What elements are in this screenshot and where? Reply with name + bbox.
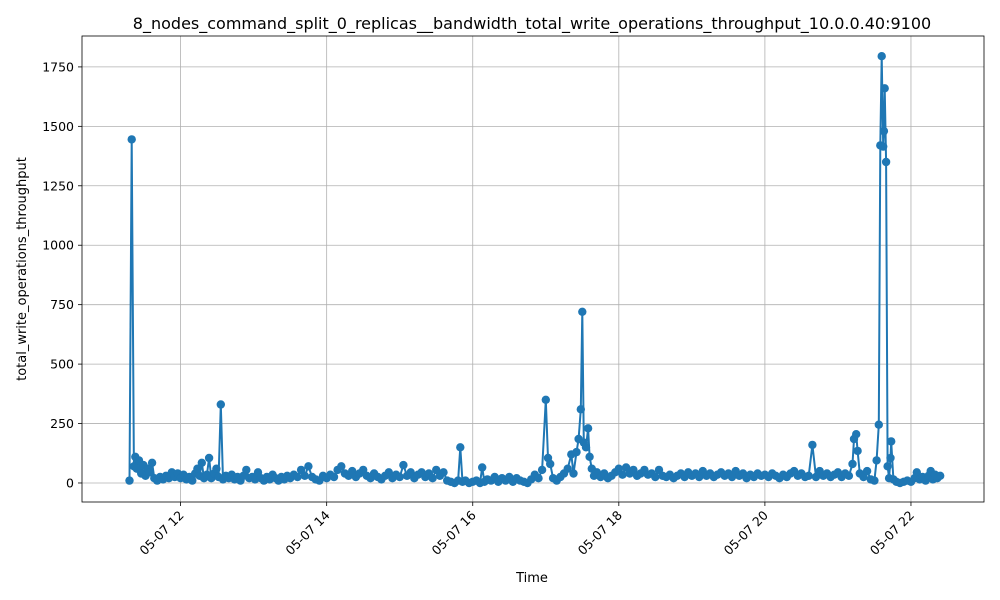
data-point (572, 447, 581, 457)
x-tick-label: 05-07 18 (575, 507, 625, 557)
data-point (585, 452, 594, 461)
y-tick-label: 1250 (42, 178, 74, 193)
data-point (808, 440, 817, 450)
data-point (848, 459, 857, 469)
x-tick-label: 05-07 16 (429, 507, 479, 557)
x-tick-label: 05-07 20 (721, 507, 771, 557)
x-tick-label: 05-07 14 (282, 507, 332, 557)
data-point (395, 472, 404, 482)
data-point (304, 462, 313, 471)
plot-area (125, 52, 945, 488)
data-point (428, 474, 437, 483)
y-tick-label: 0 (66, 475, 74, 490)
x-axis-ticks: 05-07 12 05-07 14 05-07 16 05-07 18 05-07 20… (136, 502, 917, 558)
data-point (145, 468, 155, 477)
data-point (651, 472, 660, 482)
data-point (862, 466, 872, 476)
data-point (870, 476, 879, 485)
data-point (439, 468, 448, 477)
data-point (300, 471, 309, 480)
data-point (563, 464, 572, 473)
data-point (329, 472, 339, 482)
data-point (127, 135, 136, 144)
data-point (614, 464, 623, 473)
data-point (912, 468, 921, 477)
y-tick-label: 750 (50, 297, 74, 312)
data-point (844, 471, 854, 480)
data-point (537, 465, 547, 475)
data-point (883, 462, 892, 471)
x-axis-label: Time (515, 571, 548, 586)
x-tick-label: 05-07 22 (867, 508, 917, 558)
data-point (936, 471, 945, 480)
data-point (456, 443, 465, 452)
data-point (197, 458, 206, 467)
data-point (188, 476, 197, 485)
y-axis-label: total_write_operations_throughput (15, 157, 30, 381)
data-point (534, 474, 543, 483)
axes-frame (81, 35, 985, 503)
data-point (569, 469, 578, 478)
data-point (880, 84, 889, 93)
data-point (212, 464, 221, 473)
data-point (147, 458, 157, 467)
data-point (852, 430, 861, 439)
data-point (541, 395, 550, 404)
data-point (879, 142, 888, 151)
chart-title: 8_nodes_command_split_0_replicas__bandwi… (133, 14, 931, 34)
series-line (128, 55, 941, 484)
data-point (877, 52, 886, 61)
data-point (478, 463, 487, 472)
data-point (546, 459, 555, 469)
data-point (293, 472, 302, 482)
data-point (621, 463, 631, 472)
data-point (399, 460, 408, 470)
y-tick-label: 1000 (42, 238, 74, 253)
data-point (872, 456, 881, 465)
data-point (578, 307, 587, 316)
data-point (879, 126, 889, 136)
y-axis-ticks: 0 250 500 750 1000 1250 1500 1750 (42, 59, 82, 490)
y-tick-label: 1500 (42, 119, 74, 134)
data-point (583, 424, 593, 433)
data-point (881, 157, 891, 167)
data-point (576, 405, 585, 414)
data-point (618, 470, 627, 479)
data-point (125, 476, 134, 485)
data-point (193, 464, 202, 473)
data-point (581, 443, 591, 452)
data-point (874, 420, 883, 429)
data-point (886, 453, 895, 463)
y-tick-label: 500 (50, 357, 74, 372)
data-point (804, 471, 813, 480)
data-point (216, 400, 225, 409)
data-point (337, 462, 346, 471)
data-point (242, 465, 251, 475)
data-point (853, 446, 862, 456)
data-point (204, 453, 214, 463)
grid (82, 36, 984, 502)
y-tick-label: 250 (50, 416, 74, 431)
data-point (887, 437, 896, 446)
y-tick-label: 1750 (42, 59, 74, 74)
x-tick-label: 05-07 12 (136, 508, 186, 558)
